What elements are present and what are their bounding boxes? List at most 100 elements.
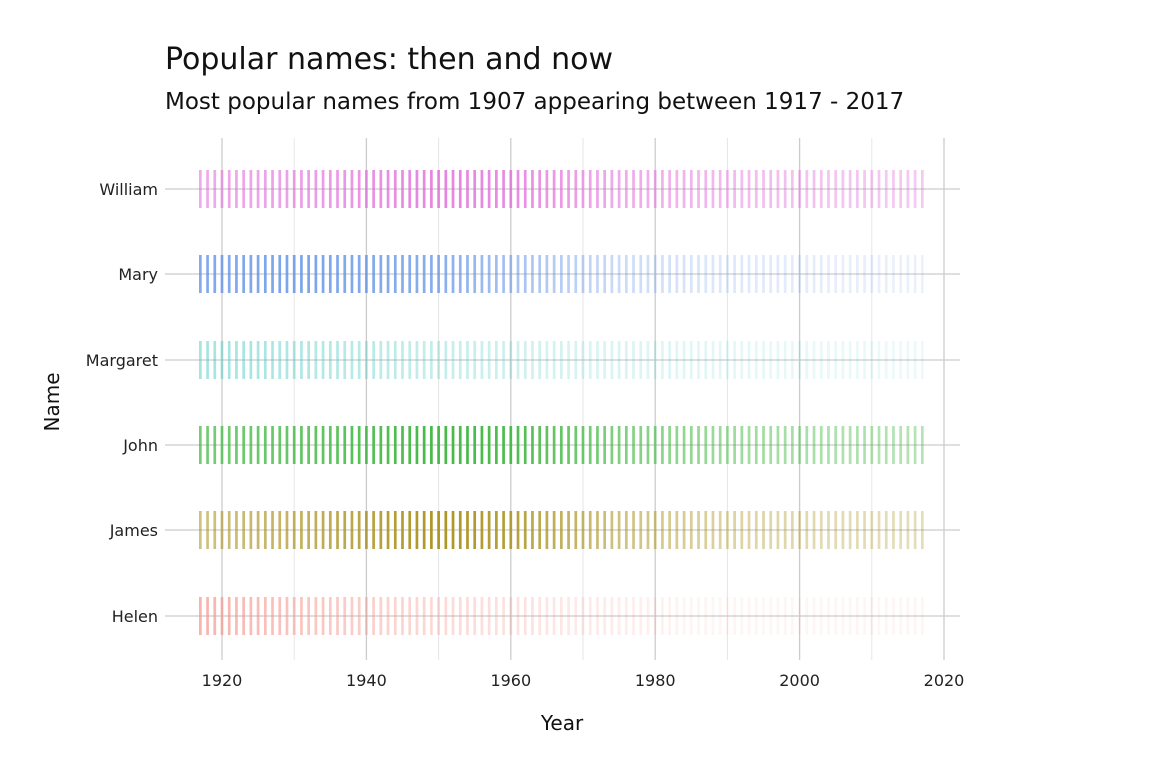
strip-mark (863, 426, 866, 464)
strip-mark (242, 511, 246, 549)
strip-mark (198, 426, 202, 464)
strip-mark (747, 341, 751, 379)
y-tick-label: Margaret (86, 351, 158, 370)
strip-mark (559, 170, 563, 208)
strip-mark (704, 426, 708, 464)
strip-mark (819, 255, 823, 293)
strip-mark (718, 341, 722, 379)
strip-mark (697, 170, 700, 208)
strip-mark (458, 426, 462, 464)
strip-mark (870, 341, 874, 379)
strip-mark (220, 597, 224, 635)
strip-mark (401, 341, 404, 379)
strip-mark (798, 511, 801, 549)
strip-mark (920, 597, 924, 635)
strip-mark (422, 511, 426, 549)
strip-mark (206, 255, 209, 293)
strip-mark (350, 170, 354, 208)
strip-mark (357, 341, 361, 379)
strip-mark (444, 426, 448, 464)
strip-mark (328, 511, 332, 549)
strip-mark (805, 170, 809, 208)
strip-mark (213, 597, 217, 635)
strip-mark (516, 511, 520, 549)
strip-mark (285, 341, 289, 379)
strip-mark (783, 511, 787, 549)
strip-mark (762, 170, 765, 208)
strip-row-mary (198, 255, 924, 293)
strip-mark (682, 255, 686, 293)
strip-mark (588, 255, 592, 293)
strip-mark (249, 170, 253, 208)
strip-mark (639, 255, 643, 293)
strip-mark (812, 426, 816, 464)
strip-mark (639, 170, 643, 208)
strip-mark (848, 341, 852, 379)
strip-mark (314, 511, 318, 549)
major-gridlines (165, 138, 960, 660)
strip-mark (285, 426, 289, 464)
strip-mark (596, 255, 599, 293)
strip-mark (906, 426, 910, 464)
strip-mark (437, 426, 440, 464)
strip-mark (588, 426, 592, 464)
strip-mark (632, 341, 635, 379)
strip-mark (271, 511, 274, 549)
strip-mark (899, 341, 903, 379)
strip-mark (754, 170, 758, 208)
strip-mark (805, 341, 809, 379)
strip-mark (365, 511, 368, 549)
strip-mark (646, 341, 650, 379)
strip-mark (711, 255, 715, 293)
strip-mark (913, 426, 917, 464)
strip-mark (762, 511, 765, 549)
strip-mark (206, 170, 209, 208)
strip-mark (480, 341, 484, 379)
strip-mark (495, 341, 498, 379)
strip-mark (357, 426, 361, 464)
strip-mark (661, 426, 664, 464)
strip-mark (776, 170, 780, 208)
strip-mark (213, 170, 217, 208)
strip-mark (235, 597, 238, 635)
strip-mark (321, 255, 325, 293)
strip-mark (632, 170, 635, 208)
strip-mark (386, 341, 390, 379)
strip-mark (509, 170, 513, 208)
strip-mark (711, 341, 715, 379)
strip-mark (747, 255, 751, 293)
strip-mark (343, 511, 347, 549)
strip-mark (639, 426, 643, 464)
strip-mark (408, 341, 412, 379)
strip-mark (574, 426, 578, 464)
strip-mark (624, 426, 628, 464)
strip-mark (343, 597, 347, 635)
strip-mark (574, 511, 578, 549)
strip-mark (632, 255, 635, 293)
strip-mark (502, 426, 505, 464)
strip-mark (834, 170, 838, 208)
strip-mark (487, 597, 491, 635)
strip-mark (458, 255, 462, 293)
strip-mark (235, 511, 238, 549)
strip-mark (422, 255, 426, 293)
strip-mark (263, 341, 267, 379)
strip-mark (718, 426, 722, 464)
x-tick-label: 1920 (202, 671, 243, 690)
strip-mark (408, 170, 412, 208)
strip-mark (336, 426, 339, 464)
strip-mark (198, 597, 202, 635)
strip-mark (271, 170, 274, 208)
strip-mark (827, 597, 830, 635)
strip-mark (386, 511, 390, 549)
strip-mark (292, 597, 296, 635)
strip-mark (538, 511, 542, 549)
strip-mark (285, 170, 289, 208)
strip-mark (271, 426, 274, 464)
strip-mark (206, 341, 209, 379)
strip-mark (552, 597, 556, 635)
x-tick-label: 2000 (779, 671, 820, 690)
strip-mark (805, 511, 809, 549)
strip-row-margaret (198, 341, 924, 379)
strip-mark (235, 170, 238, 208)
